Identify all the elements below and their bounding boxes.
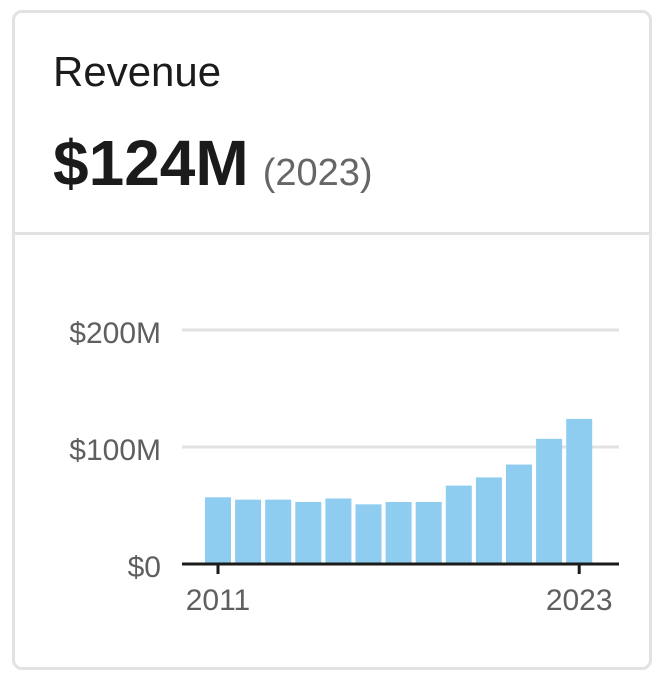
- bar: [355, 504, 382, 564]
- headline-value: $124M: [53, 127, 249, 199]
- bar: [475, 477, 502, 564]
- bar: [205, 497, 231, 564]
- bar: [325, 498, 352, 564]
- bar: [445, 485, 472, 564]
- x-tick-label: 2023: [546, 584, 613, 617]
- headline-value-line: $124M (2023): [53, 131, 373, 195]
- bar: [506, 464, 532, 564]
- x-tick-label: 2011: [186, 584, 251, 617]
- card-title: Revenue: [53, 48, 222, 95]
- chart-area: $0 $100M $200M 2011 2023: [15, 235, 649, 667]
- y-tick-label: $200M: [69, 317, 161, 350]
- y-tick-label: $100M: [69, 434, 161, 467]
- bar: [385, 501, 412, 564]
- revenue-bar-chart: $0 $100M $200M 2011 2023: [69, 317, 619, 617]
- bar: [566, 418, 593, 564]
- revenue-card: Revenue $124M (2023) $0 $100M $200M 2011 2023: [12, 10, 652, 670]
- card-header: Revenue $124M (2023): [15, 13, 649, 235]
- bar: [265, 499, 292, 564]
- bar: [536, 438, 563, 564]
- bar: [295, 501, 322, 564]
- bar: [415, 501, 442, 564]
- bar: [235, 499, 262, 564]
- headline-year-note: (2023): [262, 152, 373, 194]
- y-tick-label: $0: [128, 551, 161, 584]
